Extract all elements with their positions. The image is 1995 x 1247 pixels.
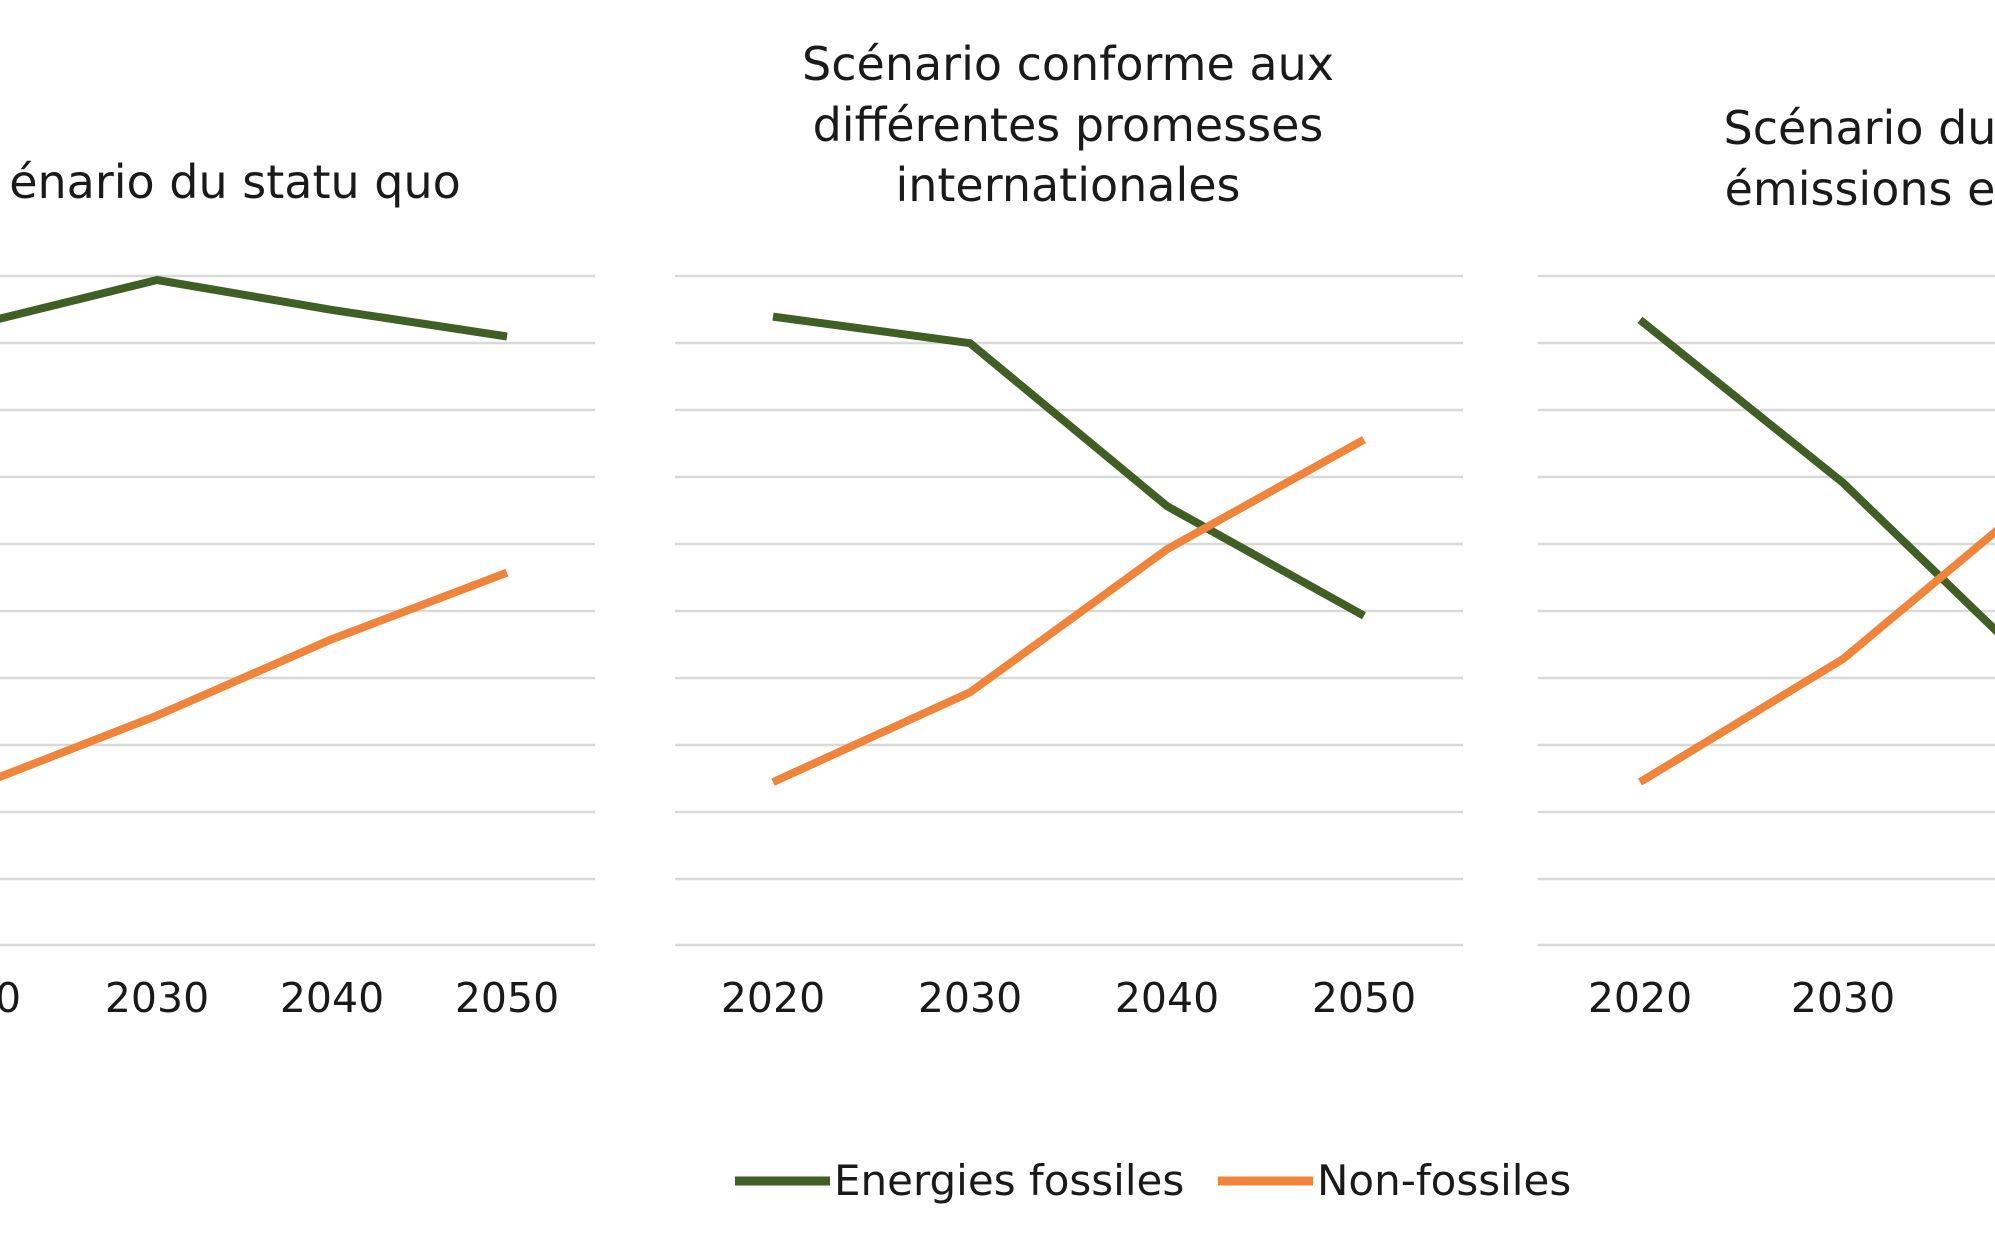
chart-panel-3: Scénario du émissions e 2020 2030 2040 xyxy=(1538,101,1995,1022)
x-tick-label-2030: 2030 xyxy=(1791,974,1895,1022)
chart-panel-1: énario du statu quo 20 2030 2040 2050 xyxy=(0,155,595,1022)
x-tick-label-2030: 2030 xyxy=(105,974,209,1022)
x-tick-label-2040: 2040 xyxy=(280,974,384,1022)
chart-title-line-3: internationales xyxy=(895,158,1240,212)
legend: Energies fossiles Non-fossiles xyxy=(735,1156,1571,1205)
x-tick-label-20: 20 xyxy=(0,974,21,1022)
legend-label-energies-fossiles: Energies fossiles xyxy=(834,1156,1184,1205)
series-line-non-fossiles xyxy=(0,568,509,782)
x-tick-label-2040: 2040 xyxy=(1994,974,1995,1022)
chart-panels: énario du statu quo20203020402050Scénari… xyxy=(0,37,1995,1022)
series-line-energies-fossiles xyxy=(772,312,1366,620)
chart-title-line-1: énario du statu quo xyxy=(9,155,461,209)
chart-panel-2: Scénario conforme aux différentes promess… xyxy=(675,37,1463,1022)
series-line-non-fossiles xyxy=(771,436,1366,786)
x-tick-label-2030: 2030 xyxy=(918,974,1022,1022)
series-line-non-fossiles xyxy=(1637,526,1995,786)
chart-title-line-1: Scénario conforme aux xyxy=(802,37,1334,91)
chart-title-line-1: Scénario du xyxy=(1724,101,1995,155)
chart-title-line-2: émissions e xyxy=(1725,162,1995,216)
series-line-energies-fossiles xyxy=(1637,316,1995,636)
series-line-energies-fossiles xyxy=(0,276,508,341)
x-tick-label-2020: 2020 xyxy=(1588,974,1692,1022)
x-tick-label-2050: 2050 xyxy=(455,974,559,1022)
legend-label-non-fossiles: Non-fossiles xyxy=(1317,1156,1571,1205)
x-tick-label-2050: 2050 xyxy=(1312,974,1416,1022)
x-tick-label-2020: 2020 xyxy=(721,974,825,1022)
x-tick-label-2040: 2040 xyxy=(1115,974,1219,1022)
chart-title-line-2: différentes promesses xyxy=(813,98,1324,152)
